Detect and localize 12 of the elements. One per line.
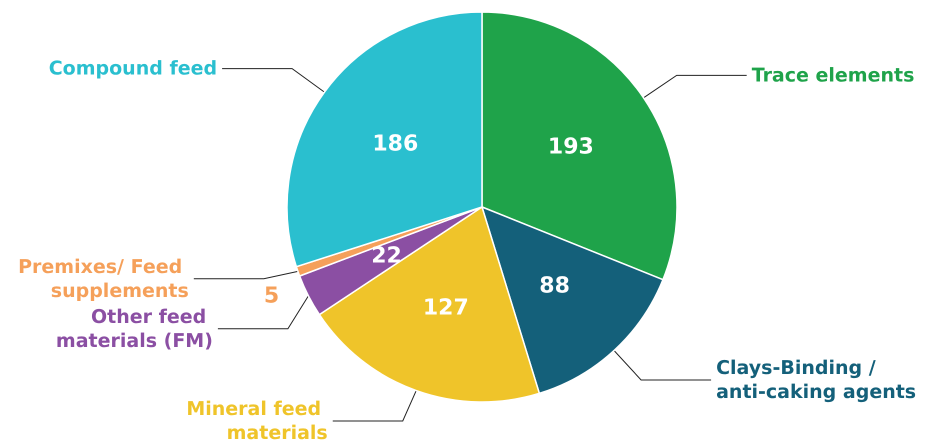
slice-label: Trace elements [752, 64, 914, 86]
slice-label: Compound feed [48, 58, 218, 80]
data-label: 127 [422, 295, 469, 320]
data-label: 193 [548, 134, 594, 160]
slice-label: Other feed materials (FM) [56, 306, 213, 352]
data-label: 186 [372, 131, 418, 156]
slice-label: Mineral feed materials [186, 398, 328, 444]
slice-label: Clays-Binding /anti-caking agents [716, 356, 916, 403]
slice-label: Premixes/ Feed supplements [18, 256, 189, 302]
data-label: 88 [539, 273, 570, 298]
data-label: 5 [264, 283, 280, 308]
data-label: 22 [371, 243, 402, 268]
